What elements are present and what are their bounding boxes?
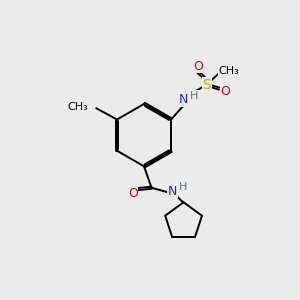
Text: CH₃: CH₃: [67, 102, 88, 112]
Text: CH₃: CH₃: [219, 66, 239, 76]
Text: H: H: [190, 91, 198, 101]
Text: O: O: [220, 85, 230, 98]
Text: S: S: [202, 78, 211, 92]
Text: N: N: [179, 93, 189, 106]
Text: O: O: [128, 187, 138, 200]
Text: O: O: [194, 60, 203, 73]
Text: H: H: [179, 182, 188, 192]
Text: N: N: [168, 185, 177, 198]
